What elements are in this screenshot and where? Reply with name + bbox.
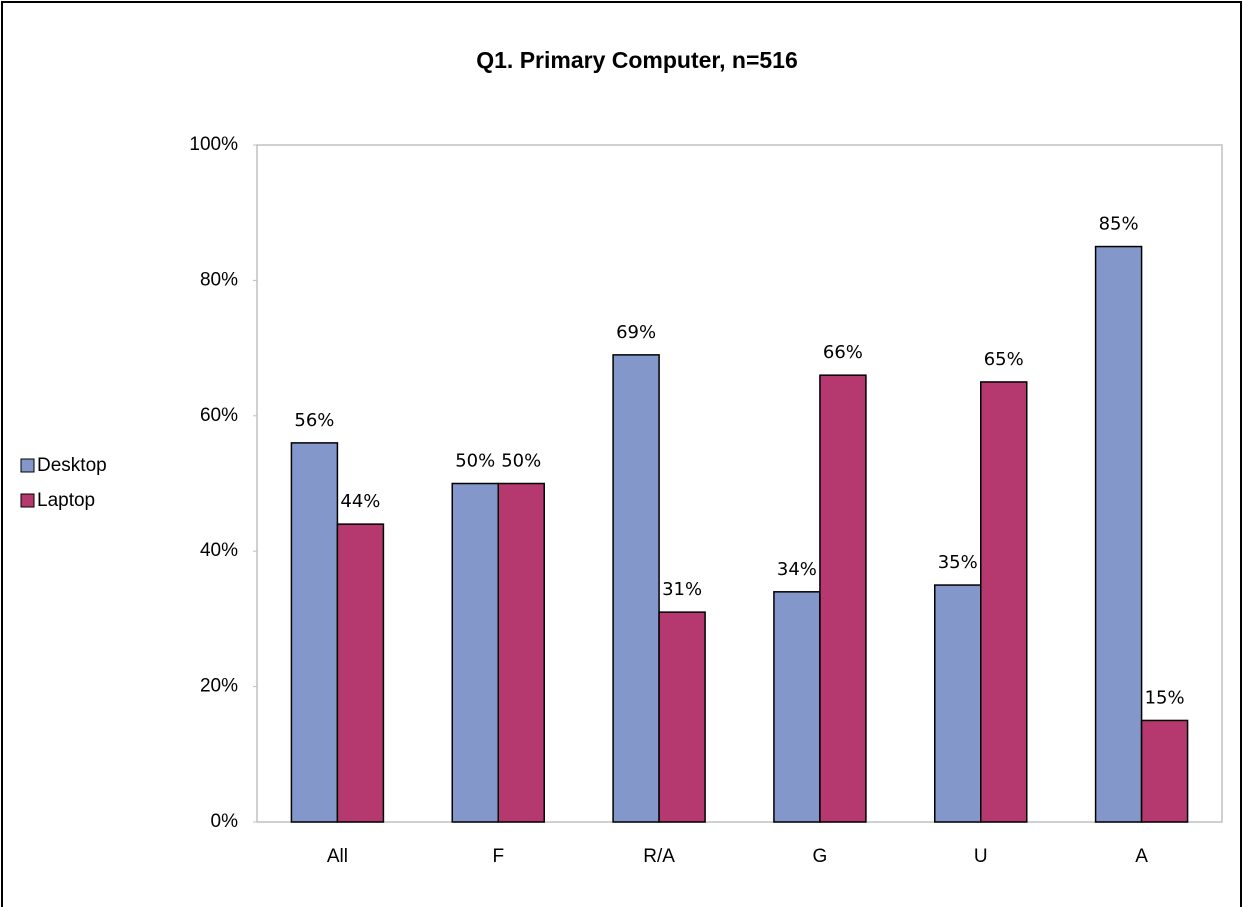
- x-tick-label: U: [974, 846, 988, 867]
- bar: [497, 482, 545, 823]
- y-tick-label: 100%: [189, 134, 238, 155]
- legend-label: Desktop: [37, 455, 107, 476]
- y-tick-label: 40%: [200, 540, 238, 561]
- bar: [612, 354, 660, 823]
- x-tick-label: A: [1135, 846, 1148, 867]
- legend-label: Laptop: [37, 490, 95, 511]
- value-label: 35%: [938, 552, 978, 573]
- x-tick-label: F: [492, 846, 504, 867]
- value-label: 31%: [662, 579, 702, 600]
- chart-title: Q1. Primary Computer, n=516: [476, 47, 798, 73]
- value-label: 50%: [501, 451, 541, 472]
- bar: [1140, 719, 1189, 823]
- value-label: 85%: [1099, 214, 1139, 235]
- bar: [658, 611, 706, 823]
- value-label: 44%: [340, 491, 380, 512]
- value-label: 15%: [1145, 687, 1185, 708]
- bar: [451, 482, 499, 823]
- bar: [773, 591, 821, 823]
- bar: [1094, 245, 1143, 823]
- value-label: 50%: [455, 451, 495, 472]
- x-tick-label: G: [813, 846, 828, 867]
- y-tick-label: 80%: [200, 269, 238, 290]
- y-tick-label: 0%: [211, 811, 239, 832]
- bar: [290, 442, 339, 823]
- x-tick-label: All: [327, 846, 348, 867]
- legend-swatch: [20, 458, 35, 473]
- value-label: 66%: [823, 342, 863, 363]
- value-label: 65%: [984, 349, 1024, 370]
- bar: [980, 381, 1028, 823]
- value-label: 69%: [616, 322, 656, 343]
- y-tick-label: 20%: [200, 676, 238, 697]
- bar: [819, 374, 867, 823]
- x-tick-label: R/A: [643, 846, 675, 867]
- plot-area: [256, 144, 1223, 823]
- value-label: 56%: [294, 410, 334, 431]
- bar: [336, 523, 385, 823]
- y-tick-label: 60%: [200, 405, 238, 426]
- legend-swatch: [20, 493, 35, 508]
- bar: [934, 584, 982, 823]
- value-label: 34%: [777, 559, 817, 580]
